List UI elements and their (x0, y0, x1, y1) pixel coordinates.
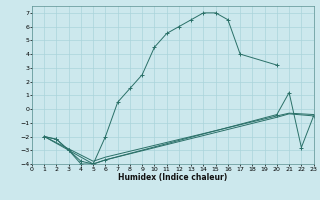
X-axis label: Humidex (Indice chaleur): Humidex (Indice chaleur) (118, 173, 228, 182)
